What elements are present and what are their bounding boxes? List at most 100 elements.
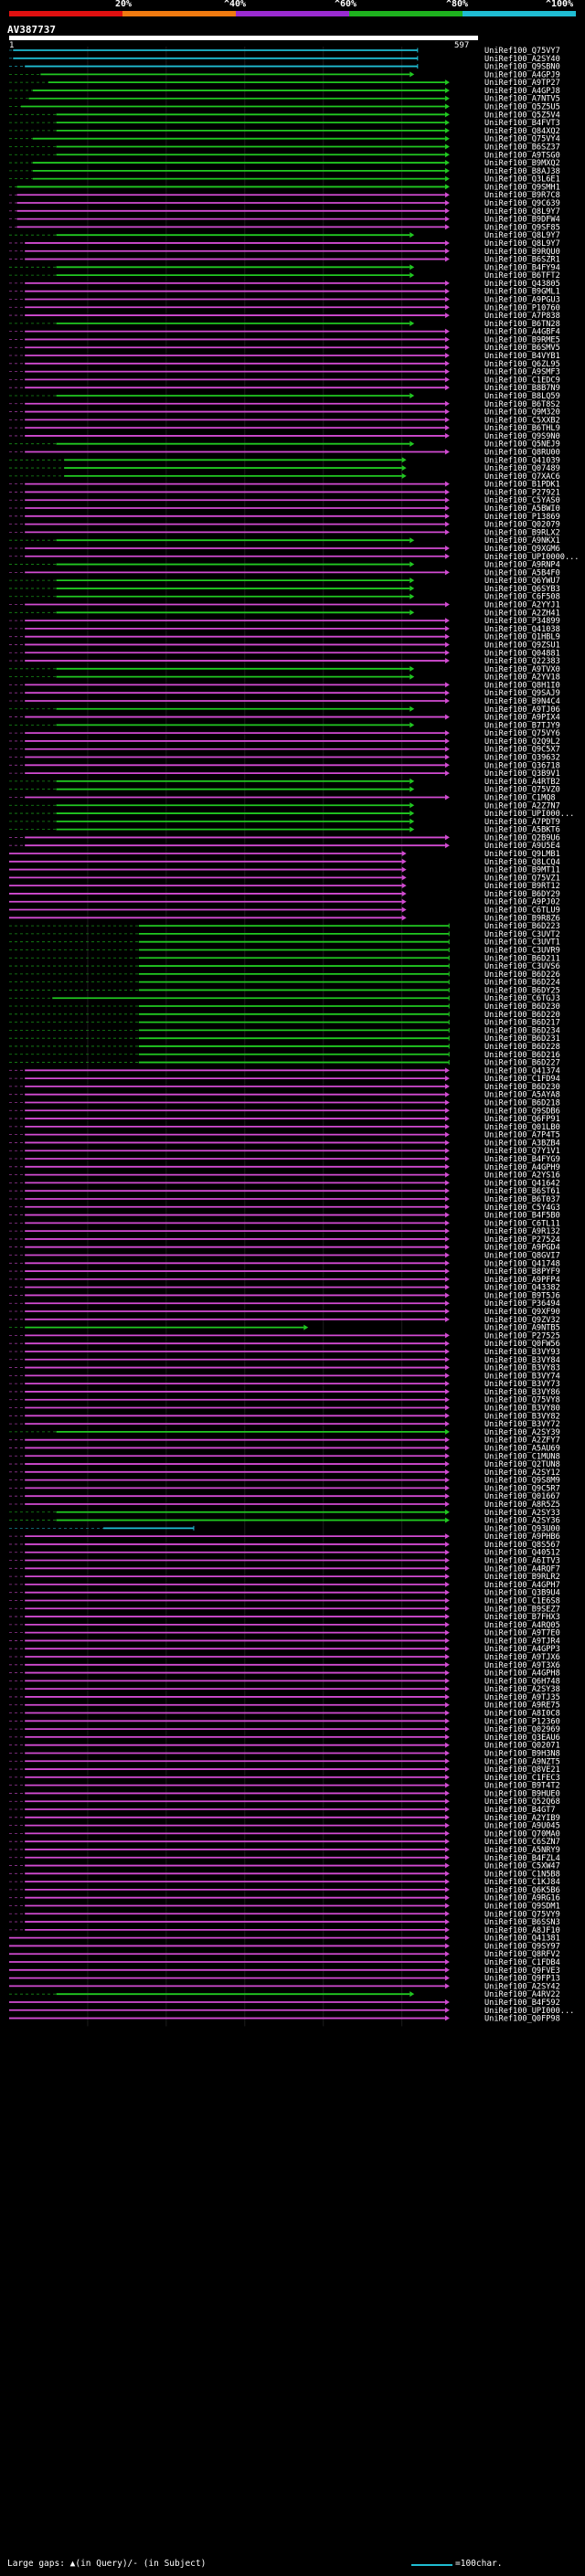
hit-label[interactable]: UniRef100_A9PFP4 (484, 1276, 560, 1285)
hit-label[interactable]: UniRef100_Q75VY4 (484, 135, 560, 144)
hit-label[interactable]: UniRef100_Q9C5X7 (484, 746, 560, 755)
hit-row[interactable]: UniRef100_Q9C5R7 (9, 1484, 560, 1493)
hit-row[interactable]: UniRef100_C1FDB4 (9, 1958, 560, 1967)
hit-label[interactable]: UniRef100_B3VY93 (484, 1348, 560, 1357)
hit-row[interactable]: UniRef100_C5XW47 (9, 1862, 560, 1871)
hit-row[interactable]: UniRef100_A9NZT5 (9, 1757, 560, 1766)
hit-label[interactable]: UniRef100_B9T4T2 (484, 1782, 560, 1791)
hit-label[interactable]: UniRef100_Q8L9Y7 (484, 239, 560, 249)
hit-row[interactable]: UniRef100_B9R8Z6 (9, 914, 560, 923)
hit-row[interactable]: UniRef100_B9RME5 (9, 335, 560, 345)
hit-row[interactable]: UniRef100_A9T7E0 (9, 1629, 560, 1638)
hit-label[interactable]: UniRef100_Q9LMB1 (484, 850, 560, 859)
hit-row[interactable]: UniRef100_A4RQ05 (9, 1621, 560, 1630)
hit-row[interactable]: UniRef100_P36494 (9, 1299, 560, 1309)
hit-row[interactable]: UniRef100_A2YS16 (9, 1171, 560, 1181)
hit-label[interactable]: UniRef100_C1FEC3 (484, 1774, 560, 1783)
hit-row[interactable]: UniRef100_Q2TUN8 (9, 1460, 560, 1469)
hit-row[interactable]: UniRef100_B6TFT2 (9, 271, 560, 281)
hit-label[interactable]: UniRef100_C3UVS6 (484, 962, 560, 971)
hit-row[interactable]: UniRef100_B4VYB1 (9, 352, 560, 361)
hit-label[interactable]: UniRef100_B3VY80 (484, 1405, 560, 1414)
hit-label[interactable]: UniRef100_A2YV18 (484, 673, 560, 683)
hit-label[interactable]: UniRef100_B6D226 (484, 970, 560, 980)
hit-row[interactable]: UniRef100_A2YV18 (9, 673, 560, 683)
hit-row[interactable]: UniRef100_Q2B9U6 (9, 833, 560, 843)
hit-label[interactable]: UniRef100_A2SY39 (484, 1428, 560, 1437)
hit-row[interactable]: UniRef100_C1N5B8 (9, 1870, 560, 1879)
hit-label[interactable]: UniRef100_B4FYG9 (484, 1155, 560, 1164)
hit-row[interactable]: UniRef100_A2SY39 (9, 1428, 560, 1437)
hit-label[interactable]: UniRef100_B9MT11 (484, 866, 560, 875)
hit-row[interactable]: UniRef100_A9TP27 (9, 79, 560, 88)
hit-label[interactable]: UniRef100_Q9C639 (484, 199, 560, 208)
hit-label[interactable]: UniRef100_Q9SY97 (484, 1942, 560, 1951)
hit-row[interactable]: UniRef100_C1KJ84 (9, 1878, 560, 1887)
hit-label[interactable]: UniRef100_B6DY29 (484, 890, 560, 899)
hit-row[interactable]: UniRef100_A7P838 (9, 312, 560, 321)
hit-label[interactable]: UniRef100_A2ZFY7 (484, 1436, 560, 1446)
hit-label[interactable]: UniRef100_Q8GVI7 (484, 1252, 560, 1261)
hit-row[interactable]: UniRef100_C1EDC9 (9, 376, 560, 385)
hit-label[interactable]: UniRef100_Q9M320 (484, 408, 560, 418)
hit-row[interactable]: UniRef100_A2SY12 (9, 1468, 560, 1478)
hit-row[interactable]: UniRef100_B6D234 (9, 1026, 560, 1035)
hit-row[interactable]: UniRef100_A5BKT6 (9, 826, 560, 835)
hit-label[interactable]: UniRef100_B8B7N9 (484, 384, 560, 393)
hit-label[interactable]: UniRef100_A4GPP3 (484, 1645, 560, 1654)
hit-row[interactable]: UniRef100_Q7Y1V1 (9, 1147, 560, 1156)
hit-label[interactable]: UniRef100_A9SMF3 (484, 368, 560, 377)
hit-label[interactable]: UniRef100_P27525 (484, 1331, 560, 1341)
hit-label[interactable]: UniRef100_B9RLX2 (484, 528, 560, 537)
hit-row[interactable]: UniRef100_B3VY74 (9, 1372, 560, 1381)
hit-row[interactable]: UniRef100_B6THL9 (9, 424, 560, 433)
hit-row[interactable]: UniRef100_A5NRY9 (9, 1846, 560, 1855)
hit-label[interactable]: UniRef100_Q9SDM1 (484, 1902, 560, 1911)
hit-label[interactable]: UniRef100_Q6FP91 (484, 1115, 560, 1124)
hit-label[interactable]: UniRef100_Q6H748 (484, 1677, 560, 1686)
hit-label[interactable]: UniRef100_Q6K5B6 (484, 1886, 560, 1895)
hit-row[interactable]: UniRef100_B6SMV5 (9, 344, 560, 353)
hit-label[interactable]: UniRef100_Q3EAU6 (484, 1733, 560, 1743)
hit-label[interactable]: UniRef100_A4GPJ9 (484, 70, 560, 80)
hit-row[interactable]: UniRef100_Q75VY4 (9, 135, 560, 144)
hit-row[interactable]: UniRef100_Q70MA0 (9, 1829, 560, 1839)
hit-row[interactable]: UniRef100_Q9XGM6 (9, 545, 560, 554)
hit-row[interactable]: UniRef100_C1E6S8 (9, 1596, 560, 1606)
hit-row[interactable]: UniRef100_B4F592 (9, 1998, 560, 2008)
hit-row[interactable]: UniRef100_Q36718 (9, 761, 560, 770)
hit-label[interactable]: UniRef100_Q8RFV2 (484, 1950, 560, 1959)
hit-label[interactable]: UniRef100_B4GT7 (484, 1806, 556, 1815)
hit-row[interactable]: UniRef100_A9RG16 (9, 1894, 560, 1903)
hit-label[interactable]: UniRef100_Q0FP98 (484, 2015, 560, 2024)
hit-label[interactable]: UniRef100_Q8RU00 (484, 449, 560, 458)
hit-row[interactable]: UniRef100_B4FVT3 (9, 119, 560, 128)
hit-row[interactable]: UniRef100_Q9C639 (9, 199, 560, 208)
hit-label[interactable]: UniRef100_A9TSG0 (484, 151, 560, 160)
hit-label[interactable]: UniRef100_B9DFW4 (484, 216, 560, 225)
hit-label[interactable]: UniRef100_B9HUE0 (484, 1789, 560, 1798)
hit-label[interactable]: UniRef100_C6TL11 (484, 1219, 560, 1228)
hit-label[interactable]: UniRef100_A4RQ05 (484, 1621, 560, 1630)
hit-label[interactable]: UniRef100_Q9XF90 (484, 1308, 560, 1317)
hit-label[interactable]: UniRef100_C1E6S8 (484, 1596, 560, 1606)
hit-label[interactable]: UniRef100_B6SZ37 (484, 143, 560, 152)
hit-row[interactable]: UniRef100_Q6K5B6 (9, 1886, 560, 1895)
hit-label[interactable]: UniRef100_B6D228 (484, 1043, 560, 1052)
hit-label[interactable]: UniRef100_Q3L6E1 (484, 175, 560, 185)
hit-row[interactable]: UniRef100_A4GPJ9 (9, 70, 560, 80)
hit-label[interactable]: UniRef100_B4FZL4 (484, 1854, 560, 1863)
hit-row[interactable]: UniRef100_Q9M320 (9, 408, 560, 418)
hit-label[interactable]: UniRef100_A5NRY9 (484, 1846, 560, 1855)
hit-label[interactable]: UniRef100_A9T7E0 (484, 1629, 560, 1638)
hit-row[interactable]: UniRef100_A5AYA8 (9, 1091, 560, 1100)
hit-row[interactable]: UniRef100_A8I0C8 (9, 1710, 560, 1719)
hit-label[interactable]: UniRef100_B6D211 (484, 954, 560, 963)
hit-row[interactable]: UniRef100_B6SSN3 (9, 1918, 560, 1927)
hit-label[interactable]: UniRef100_C5XW47 (484, 1862, 560, 1871)
hit-label[interactable]: UniRef100_Q39632 (484, 754, 560, 763)
hit-label[interactable]: UniRef100_B6D217 (484, 1019, 560, 1028)
hit-row[interactable]: UniRef100_Q3B9V1 (9, 769, 560, 779)
hit-label[interactable]: UniRef100_Q9FP13 (484, 1975, 560, 1984)
hit-label[interactable]: UniRef100_B9SEZ7 (484, 1605, 560, 1614)
